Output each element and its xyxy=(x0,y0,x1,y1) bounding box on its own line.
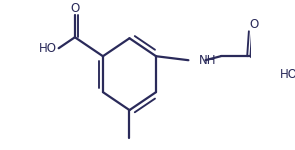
Text: HO: HO xyxy=(39,42,57,55)
Text: O: O xyxy=(249,18,259,31)
Text: O: O xyxy=(70,2,80,15)
Text: NH: NH xyxy=(199,54,216,67)
Text: HO: HO xyxy=(280,68,295,81)
